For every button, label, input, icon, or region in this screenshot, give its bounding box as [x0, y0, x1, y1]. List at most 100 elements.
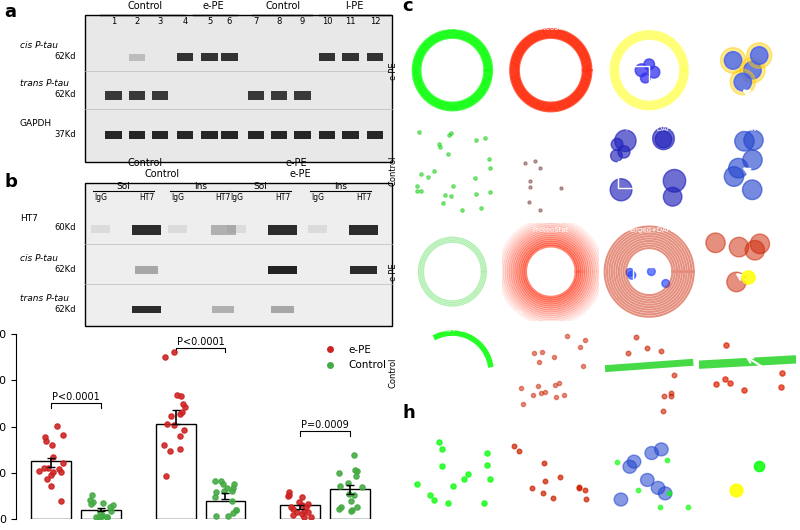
Text: 37Kd: 37Kd — [54, 130, 76, 139]
Bar — [270, 130, 287, 138]
Point — [96, 512, 109, 520]
Text: Merged+DAPI: Merged+DAPI — [626, 431, 673, 437]
Point — [469, 190, 482, 198]
Bar — [342, 130, 358, 138]
Bar — [151, 91, 169, 100]
Point — [227, 484, 240, 493]
Point — [574, 343, 587, 351]
Point — [215, 476, 228, 485]
Text: 9: 9 — [299, 17, 305, 26]
Bar — [221, 53, 238, 61]
Text: ProteoStat: ProteoStat — [533, 126, 569, 132]
Point — [443, 130, 456, 139]
Point — [411, 187, 424, 196]
Text: GAPDH: GAPDH — [20, 119, 52, 128]
Text: 12: 12 — [370, 17, 380, 26]
Bar — [129, 130, 146, 138]
Text: 4: 4 — [182, 17, 187, 26]
Legend: e-PE, Control: e-PE, Control — [315, 341, 391, 375]
Point — [342, 479, 354, 488]
Point — [348, 490, 361, 499]
Circle shape — [614, 493, 628, 506]
Text: 50μm: 50μm — [507, 108, 523, 113]
Text: trans P-tau: trans P-tau — [434, 226, 471, 233]
Point — [347, 451, 360, 460]
Bar — [247, 91, 265, 100]
Point — [436, 198, 449, 207]
Point — [631, 485, 644, 494]
Text: Inset: Inset — [739, 431, 756, 437]
Point — [482, 155, 495, 163]
Bar — [151, 130, 169, 138]
Text: HT7: HT7 — [275, 193, 290, 202]
Text: trans P-tau: trans P-tau — [20, 295, 69, 303]
Point — [334, 502, 347, 511]
Text: 2: 2 — [134, 17, 139, 26]
Circle shape — [614, 130, 636, 152]
Point — [442, 499, 454, 507]
Point — [719, 341, 732, 349]
Text: 50μm: 50μm — [409, 410, 425, 416]
Point — [295, 510, 308, 519]
Point — [95, 510, 108, 519]
Text: 50μm: 50μm — [507, 310, 523, 315]
Bar — [366, 130, 383, 138]
Text: HT7: HT7 — [216, 193, 231, 202]
Point — [738, 385, 750, 394]
Point — [484, 475, 497, 483]
Point — [774, 383, 787, 391]
Circle shape — [610, 179, 632, 201]
Text: Control: Control — [389, 357, 398, 387]
Bar — [270, 91, 287, 100]
Point — [655, 347, 668, 355]
Bar — [330, 489, 370, 519]
Circle shape — [663, 170, 686, 192]
Bar — [271, 306, 294, 313]
Circle shape — [654, 443, 668, 456]
Circle shape — [750, 234, 770, 254]
Text: Control: Control — [144, 169, 179, 179]
Text: cis P-tau: cis P-tau — [438, 431, 467, 437]
Text: cis P-tau: cis P-tau — [20, 254, 58, 263]
Point — [356, 482, 369, 491]
Point — [93, 513, 106, 522]
Point — [654, 503, 667, 511]
Bar — [177, 53, 194, 61]
Text: 5: 5 — [207, 17, 213, 26]
Circle shape — [750, 47, 768, 64]
Text: Inset: Inset — [739, 327, 756, 333]
Point — [171, 391, 184, 399]
Point — [282, 488, 295, 496]
Point — [526, 483, 539, 492]
Point — [474, 204, 487, 213]
Text: P<0.0001: P<0.0001 — [177, 337, 224, 347]
Bar — [633, 363, 662, 384]
Point — [414, 170, 427, 178]
Bar — [91, 225, 110, 233]
Circle shape — [742, 180, 762, 200]
Text: Control: Control — [127, 1, 162, 11]
Point — [413, 128, 426, 137]
Point — [164, 411, 177, 420]
Text: Inset: Inset — [739, 226, 756, 233]
Text: b: b — [5, 173, 18, 191]
Point — [52, 464, 65, 473]
Point — [536, 348, 549, 357]
Point — [87, 498, 100, 506]
Point — [168, 420, 181, 429]
Point — [730, 485, 742, 494]
Text: 3: 3 — [158, 17, 162, 26]
Point — [227, 509, 240, 517]
Point — [226, 487, 238, 495]
Text: IgG: IgG — [94, 193, 107, 202]
Text: 11: 11 — [345, 17, 355, 26]
Point — [295, 501, 308, 509]
Text: 50μm: 50μm — [606, 209, 622, 214]
Point — [518, 159, 531, 167]
Point — [350, 466, 363, 475]
Point — [168, 348, 181, 357]
Point — [45, 471, 58, 480]
Point — [101, 513, 114, 522]
Point — [481, 461, 494, 470]
Point — [456, 206, 469, 214]
